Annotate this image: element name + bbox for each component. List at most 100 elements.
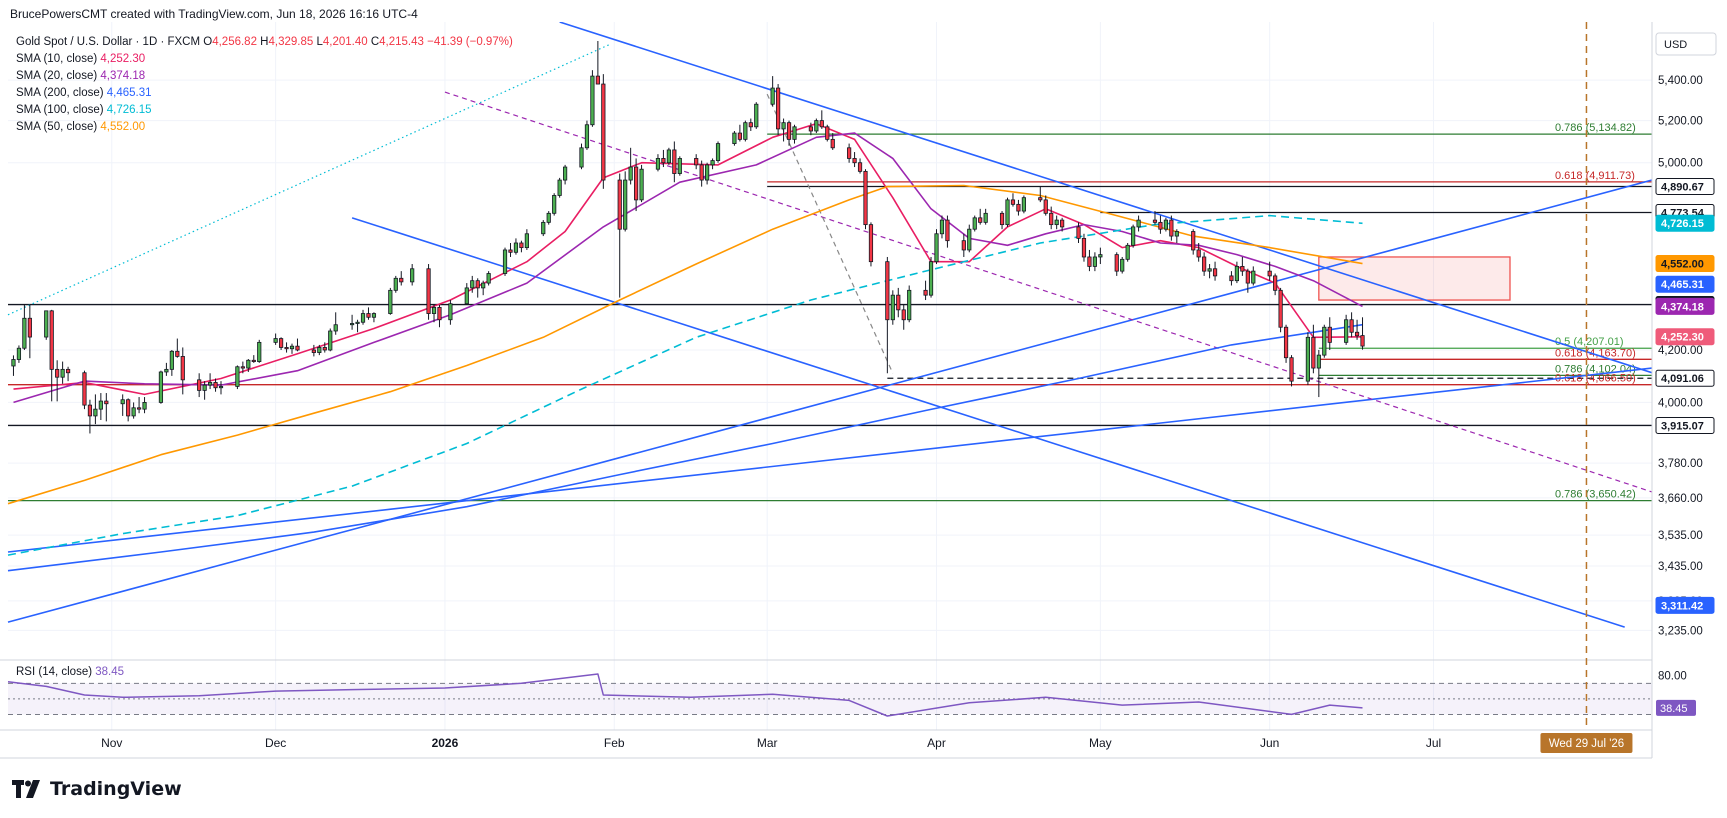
price-tag-label: 4,252.30 [1661, 332, 1704, 344]
candle [934, 229, 939, 265]
candle-body [967, 228, 972, 251]
candle-body [885, 261, 890, 321]
price-tick-label: 3,535.00 [1658, 530, 1703, 542]
candle-body [317, 347, 322, 353]
candle-body [98, 400, 103, 410]
candle-body [655, 158, 661, 170]
candle-body [786, 122, 792, 140]
candle [366, 307, 371, 320]
candle [748, 118, 753, 131]
candle [617, 173, 622, 298]
candle-body [710, 160, 715, 166]
candle-body [890, 294, 895, 321]
candle-body [863, 170, 868, 226]
candle-body [1316, 354, 1321, 369]
candle-body [1191, 231, 1196, 251]
candle-body [694, 158, 699, 166]
candle-body [431, 306, 437, 314]
time-tick-label: Feb [604, 736, 625, 750]
candle [961, 233, 966, 257]
resistance-zone-layer [1318, 256, 1511, 301]
candle-body [1278, 289, 1283, 328]
candle [393, 275, 398, 293]
candle [1010, 193, 1016, 207]
trendline [351, 217, 1625, 628]
candle [169, 350, 174, 376]
candle [1136, 215, 1141, 232]
candle-body [754, 103, 759, 128]
candle [360, 309, 366, 325]
candle [513, 238, 519, 255]
candle-body [1038, 197, 1043, 201]
candle [819, 110, 824, 129]
candle [437, 304, 442, 328]
candle-body [1207, 268, 1212, 272]
candle-body [928, 261, 934, 296]
candle-body [1098, 254, 1103, 258]
candle-body [1174, 231, 1179, 237]
candle [1125, 242, 1130, 262]
candle [1278, 287, 1283, 333]
legend-ohlc-value: 4,201.40 [323, 36, 371, 48]
candle [754, 102, 759, 129]
candle [666, 147, 671, 165]
candle [546, 211, 551, 225]
candle-body [732, 132, 737, 144]
tradingview-logo-icon [12, 780, 42, 798]
candle-body [1212, 268, 1218, 277]
legend-indicator-row: SMA (200, close) 4,465.31 [16, 87, 152, 99]
candle-body [579, 147, 584, 168]
candle-body [126, 399, 131, 417]
candle [295, 338, 300, 352]
time-tick-label: 2026 [432, 736, 459, 750]
candle [175, 338, 180, 358]
candle [677, 156, 682, 176]
tradingview-logo[interactable]: TradingView [12, 776, 182, 802]
candle-body [197, 379, 202, 391]
candle-body [961, 240, 966, 251]
legend-ohlc-label: O [203, 36, 212, 48]
candle [639, 164, 644, 203]
candle-body [55, 368, 60, 378]
candle [1311, 324, 1316, 374]
candle-body [1131, 226, 1136, 246]
candle [1273, 273, 1278, 296]
legend-indicator-value: 4,252.30 [100, 53, 145, 65]
candle-body [1021, 197, 1026, 212]
candle-body [808, 126, 813, 132]
candle-body [322, 347, 327, 351]
candle [623, 171, 628, 232]
candle-body [360, 313, 366, 323]
candle [158, 370, 164, 404]
candle-body [1360, 335, 1365, 347]
rsi-tick-label: 80.00 [1658, 671, 1687, 683]
candle [808, 122, 813, 136]
candle [410, 264, 415, 286]
candle-body [82, 372, 87, 406]
price-axis[interactable]: 5,400.00 5,200.00 5,000.00 4,200.00 4,000.00… [1651, 22, 1717, 758]
legend-indicator-row: SMA (50, close) 4,552.00 [16, 121, 145, 133]
candle-body [475, 280, 480, 289]
legend-indicator-label: SMA (20, close) [16, 70, 100, 82]
candle-body [1076, 226, 1081, 239]
candle-body [1136, 219, 1141, 228]
candles-layer [11, 41, 1365, 434]
candle-body [349, 323, 355, 326]
candle [328, 328, 333, 352]
candle-body [104, 400, 109, 405]
candle [1349, 312, 1354, 338]
candle [426, 264, 431, 320]
candle [715, 141, 721, 163]
candle-body [1327, 326, 1332, 343]
legend-indicator-row: SMA (10, close) 4,252.30 [16, 53, 145, 65]
time-axis[interactable]: Nov Dec 2026 Feb Mar Apr May Jun Jul Wed 29 Jul '… [0, 733, 1652, 759]
candle-body [743, 122, 748, 140]
candle-body [366, 313, 371, 318]
candle [863, 169, 868, 230]
candle [781, 118, 786, 142]
candle [1305, 332, 1311, 386]
price-tick-label: 5,400.00 [1658, 75, 1703, 87]
candle [246, 358, 251, 372]
currency-box [1655, 32, 1717, 56]
